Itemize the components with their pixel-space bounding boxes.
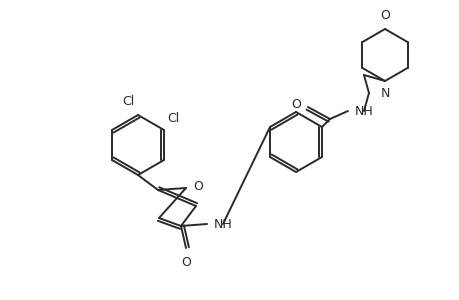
Text: O: O xyxy=(291,98,300,110)
Text: O: O xyxy=(181,256,190,269)
Text: O: O xyxy=(379,9,389,22)
Text: O: O xyxy=(193,181,202,194)
Text: NH: NH xyxy=(213,218,232,230)
Text: Cl: Cl xyxy=(123,95,134,108)
Text: N: N xyxy=(380,87,389,100)
Text: Cl: Cl xyxy=(167,112,179,125)
Text: NH: NH xyxy=(354,104,373,118)
